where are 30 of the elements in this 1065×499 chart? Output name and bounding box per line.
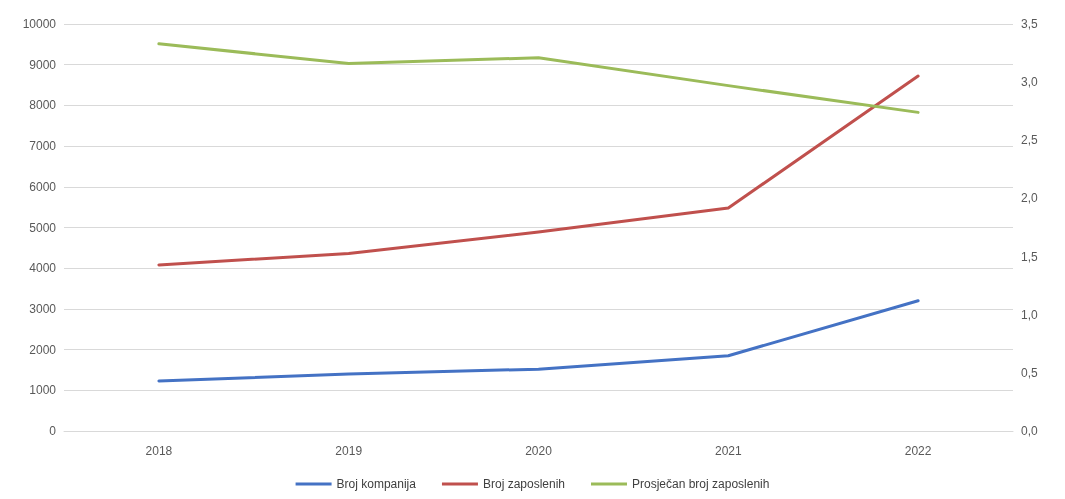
x-tick-label: 2021 [714,444,742,458]
y-tick-label: 6000 [29,179,57,194]
y2-tick-label: 2,5 [1021,133,1039,148]
y2-tick-label: 0,5 [1021,365,1039,380]
line-series [157,299,920,383]
line-series [157,42,920,114]
x-tick-label: 2020 [525,444,553,458]
y-tick-label: 5000 [29,220,57,235]
y-tick-label: 4000 [29,261,57,276]
y-tick-label: 1000 [29,383,57,398]
y-tick-label: 9000 [29,57,57,72]
y-tick-label: 10000 [22,17,57,31]
y2-tick-label: 3,5 [1021,17,1039,31]
y-tick-label: 2000 [29,342,57,357]
legend-label: Broj zaposlenih [482,477,566,491]
y2-tick-label: 3,0 [1021,75,1039,90]
y-tick-label: 8000 [29,98,57,113]
legend-label: Broj kompanija [336,477,417,491]
y-tick-label: 3000 [29,301,57,316]
y2-tick-label: 1,0 [1021,307,1039,322]
x-tick-label: 2019 [335,444,363,458]
x-tick-label: 2022 [904,444,932,458]
line-series [157,74,920,267]
y2-tick-label: 0,0 [1021,424,1039,438]
y2-tick-label: 2,0 [1021,191,1039,206]
y-tick-label: 0 [49,424,57,438]
legend-label: Prosječan broj zaposlenih [632,477,770,491]
x-tick-label: 2018 [145,444,173,458]
y2-tick-label: 1,5 [1021,249,1039,264]
y-tick-label: 7000 [29,139,57,154]
